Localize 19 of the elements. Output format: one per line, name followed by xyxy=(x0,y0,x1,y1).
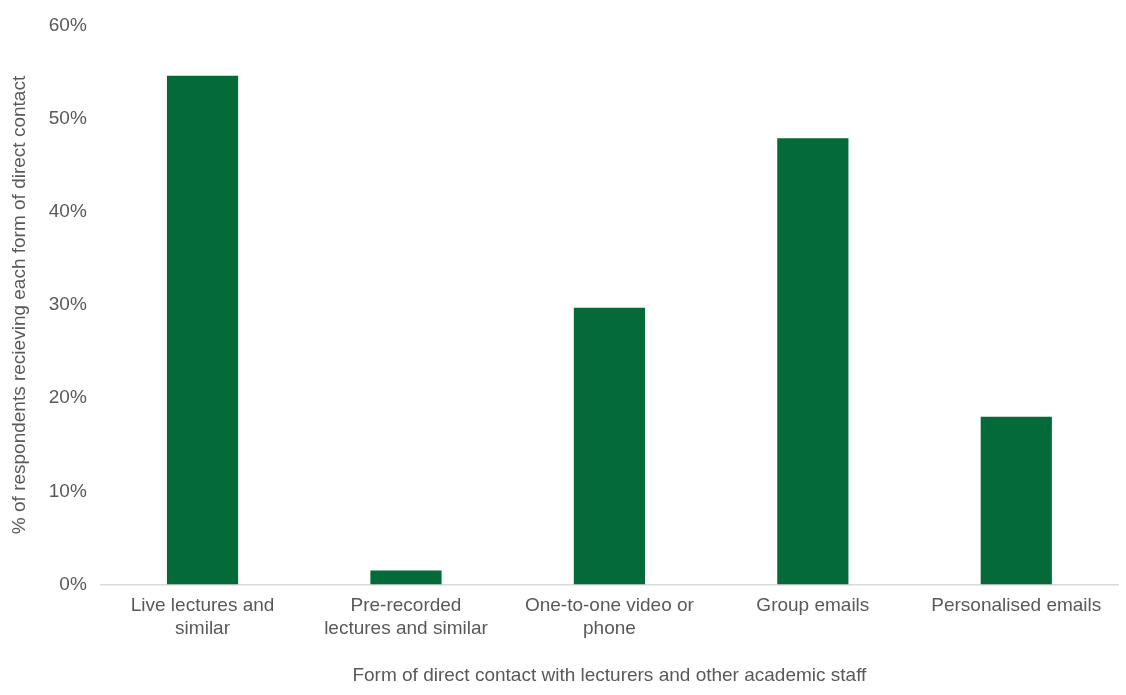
y-tick-label: 10% xyxy=(48,479,87,501)
bar xyxy=(980,416,1052,585)
bar xyxy=(777,138,849,585)
x-tick-label: Live lectures and similar xyxy=(130,594,275,639)
y-axis-title: % of respondents recieving each form of direct contact xyxy=(7,75,29,535)
y-tick-label: 0% xyxy=(59,572,87,594)
bar xyxy=(166,75,239,585)
x-tick-label: Group emails xyxy=(756,594,870,616)
y-tick-label: 60% xyxy=(48,13,87,35)
y-tick-label: 40% xyxy=(48,200,87,222)
y-tick-label: 50% xyxy=(48,106,87,128)
x-tick-label: Personalised emails xyxy=(931,594,1102,616)
bar xyxy=(370,570,442,585)
bar xyxy=(573,307,646,585)
x-axis-title: Form of direct contact with lecturers and other academic staff xyxy=(352,663,868,685)
y-tick-label: 30% xyxy=(48,293,87,315)
x-tick-label: One-to-one video or phone xyxy=(524,594,695,639)
x-tick-label: Pre-recorded lectures and similar xyxy=(324,594,489,639)
y-tick-label: 20% xyxy=(48,386,87,408)
